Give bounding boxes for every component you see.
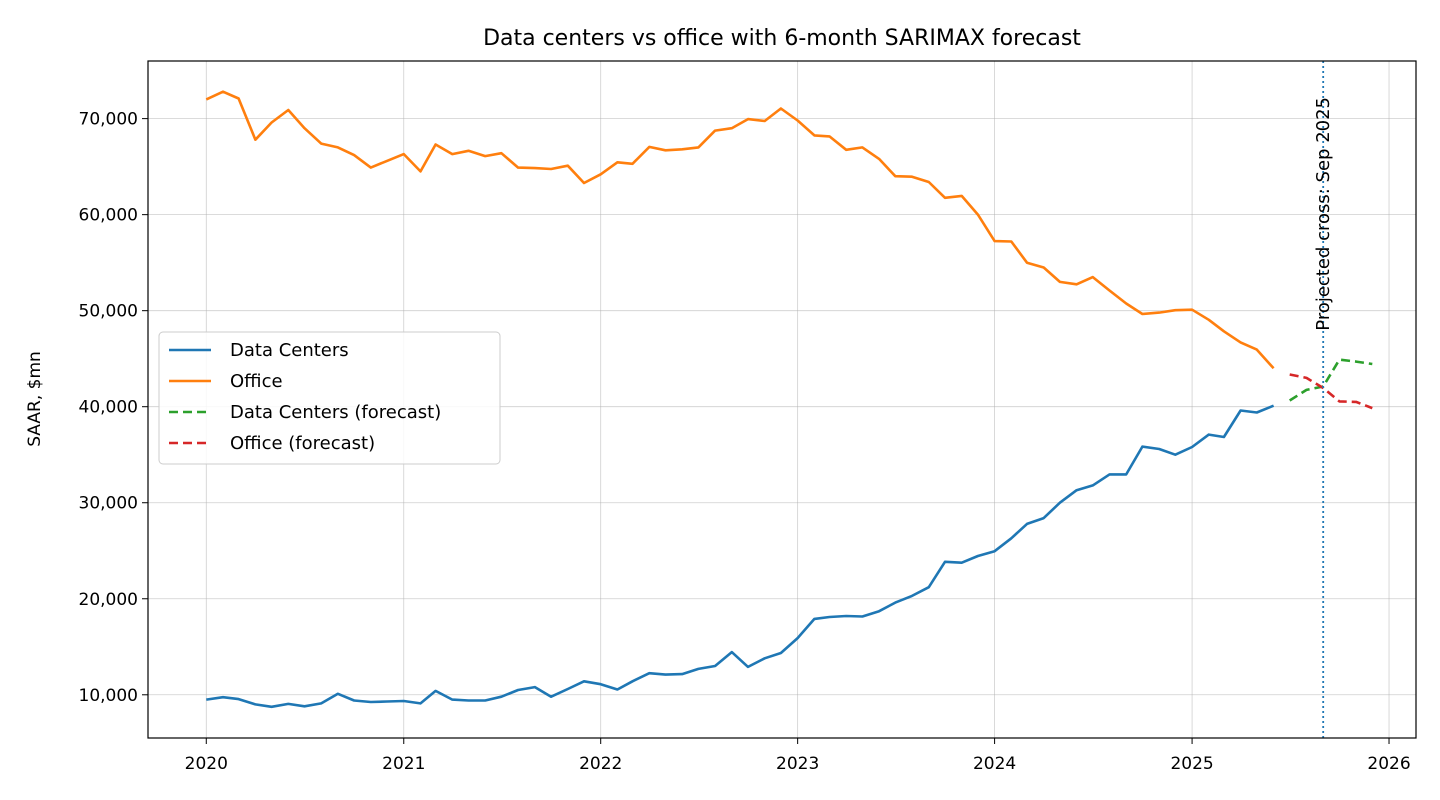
- y-tick-label: 40,000: [79, 398, 138, 418]
- annotation-group: Projected cross: Sep 2025: [1313, 61, 1334, 738]
- y-tick-label: 30,000: [79, 494, 138, 514]
- x-tick-label: 2023: [776, 754, 819, 774]
- legend-label: Office: [230, 371, 283, 392]
- y-axis: 10,000 20,000 30,000 40,000 50,000 60,000 70,0…: [79, 110, 148, 706]
- plot-area-frame: [147, 60, 1417, 739]
- office-line: [205, 90, 1275, 370]
- x-tick-label: 2025: [1170, 754, 1213, 774]
- y-tick-label: 70,000: [79, 110, 138, 130]
- x-tick-label: 2022: [579, 754, 622, 774]
- y-tick-label: 20,000: [79, 590, 138, 610]
- data-centers-line: [206, 404, 1275, 709]
- y-axis-label: SAAR, $mn: [25, 351, 45, 447]
- legend-label: Office (forecast): [230, 433, 375, 454]
- series-group: [205, 90, 1373, 709]
- y-tick-label: 10,000: [79, 686, 138, 706]
- x-tick-label: 2021: [382, 754, 425, 774]
- projected-cross-label: Projected cross: Sep 2025: [1313, 97, 1334, 331]
- data-centers-forecast-line: [1289, 358, 1373, 402]
- y-tick-label: 50,000: [79, 302, 138, 322]
- y-tick-label: 60,000: [79, 206, 138, 226]
- legend-label: Data Centers (forecast): [230, 402, 441, 423]
- x-tick-label: 2020: [185, 754, 228, 774]
- chart-title: Data centers vs office with 6-month SARI…: [483, 26, 1081, 51]
- office-forecast-line: [1289, 373, 1373, 410]
- x-tick-label: 2024: [973, 754, 1016, 774]
- legend-box: [158, 331, 501, 465]
- x-axis: 2020 2021 2022 2023 2024 2025 2026: [185, 738, 1411, 774]
- legend-label: Data Centers: [230, 340, 349, 361]
- x-tick-label: 2026: [1367, 754, 1410, 774]
- legend: Data Centers Office Data Centers (forecast…: [158, 331, 501, 465]
